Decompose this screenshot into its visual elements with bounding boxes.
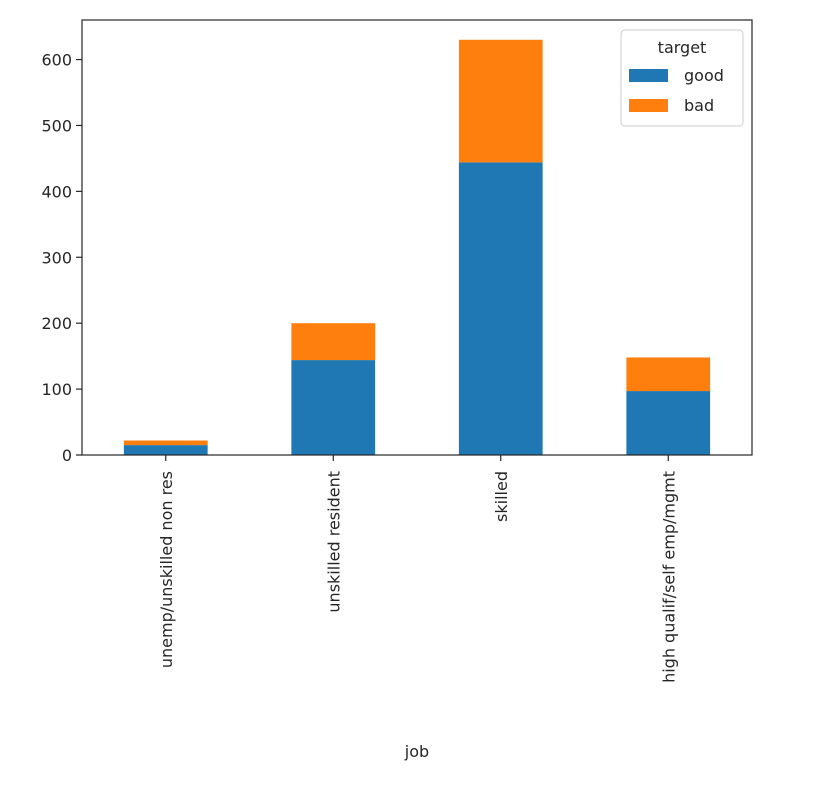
y-tick-label: 600 <box>41 51 72 70</box>
y-tick-label: 400 <box>41 182 72 201</box>
x-tick-label: high qualif/self emp/mgmt <box>659 471 678 683</box>
bar-bad-3 <box>626 357 711 392</box>
legend: target good bad <box>620 29 744 127</box>
bar-good-0 <box>123 445 208 455</box>
bar-good-3 <box>626 391 711 455</box>
y-tick-label: 200 <box>41 314 72 333</box>
bar-bad-2 <box>458 39 543 163</box>
bar-good-1 <box>291 360 376 455</box>
legend-title: target <box>658 38 707 57</box>
bar-bad-0 <box>123 440 208 446</box>
x-tick-label: unskilled resident <box>324 471 343 613</box>
legend-label-bad: bad <box>684 96 714 115</box>
legend-swatch-bad <box>629 99 668 112</box>
y-tick-label: 300 <box>41 248 72 267</box>
bars-layer <box>123 39 711 456</box>
x-axis-title: job <box>404 742 429 761</box>
plot-frame <box>81 19 753 456</box>
bar-bad-1 <box>291 323 376 361</box>
y-tick-label: 100 <box>41 380 72 399</box>
legend-label-good: good <box>684 66 724 85</box>
y-tick-label: 500 <box>41 116 72 135</box>
x-tick-label: skilled <box>492 471 511 522</box>
y-axis: 0 100 200 300 400 500 600 <box>41 51 82 465</box>
legend-swatch-good <box>629 69 668 82</box>
bar-good-2 <box>458 162 543 456</box>
x-tick-label: unemp/unskilled non res <box>157 471 176 668</box>
x-axis: unemp/unskilled non res unskilled residen… <box>157 455 678 683</box>
y-tick-label: 0 <box>62 446 72 465</box>
legend-items: good bad <box>629 66 724 115</box>
